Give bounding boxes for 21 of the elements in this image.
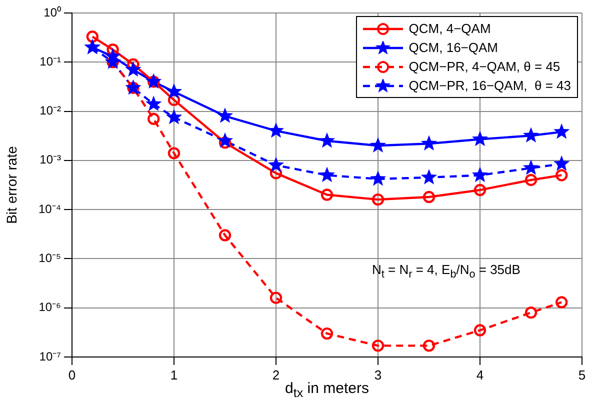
- y-tick-label: 10⁻³: [40, 152, 62, 167]
- x-tick-label: 2: [272, 367, 280, 382]
- x-tick-label: 3: [374, 367, 382, 382]
- text: N$_{t}$ = N$_{r}$ = 4, E$_{b}$/N$_{o}$ = 35dB: [372, 262, 520, 281]
- legend-label: QCM−PR, 16−QAM, θ = 43: [408, 78, 571, 93]
- legend-label: QCM, 16−QAM: [408, 40, 498, 55]
- legend-label: QCM, 4−QAM: [408, 21, 491, 36]
- y-tick-label: 10⁰: [44, 5, 61, 20]
- y-tick-label: 10⁻¹: [40, 54, 62, 68]
- y-axis-title: Bit error rate: [3, 146, 20, 224]
- y-tick-label: 10⁻²: [40, 104, 62, 118]
- y-tick-label: 10⁻⁴: [38, 202, 61, 216]
- x-tick-label: 5: [578, 367, 586, 382]
- y-tick-label: 10⁻⁵: [38, 251, 62, 266]
- x-axis-title: d$_{tx}$ in meters: [285, 380, 369, 400]
- y-tick-label: 10⁻⁷: [39, 349, 61, 364]
- x-tick-label: 4: [476, 367, 484, 382]
- x-tick-label: 0: [68, 367, 76, 382]
- x-tick-label: 1: [170, 367, 178, 382]
- legend-label: QCM−PR, 4−QAM, θ = 45: [408, 59, 560, 74]
- y-tick-label: 10⁻⁶: [38, 300, 62, 314]
